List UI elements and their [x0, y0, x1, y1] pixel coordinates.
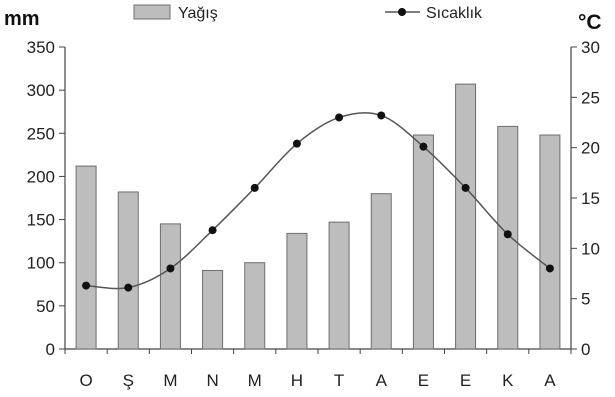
- temperature-point: [208, 226, 217, 235]
- temperature-point: [166, 264, 175, 273]
- precipitation-bar: [244, 262, 266, 350]
- left-axis-unit-label: mm: [4, 8, 40, 30]
- left-tick-label: 150: [27, 211, 55, 230]
- left-tick-label: 250: [27, 124, 55, 143]
- precipitation-bar: [455, 83, 477, 350]
- precipitation-bar: [202, 269, 224, 350]
- precipitation-bar: [117, 191, 139, 350]
- precipitation-bar: [539, 134, 561, 350]
- right-axis-ticks: 0 5 10 15 20 25 30: [571, 38, 600, 359]
- legend-label-line: Sıcaklık: [426, 5, 483, 22]
- legend-swatch-marker: [398, 8, 406, 16]
- category-label: E: [418, 371, 429, 390]
- precipitation-bar: [328, 221, 350, 350]
- temperature-point: [461, 183, 470, 192]
- right-tick-label: 0: [581, 340, 590, 359]
- left-tick-label: 300: [27, 81, 55, 100]
- temperature-point: [82, 281, 91, 290]
- right-tick-label: 5: [581, 290, 590, 309]
- right-tick-label: 15: [581, 189, 600, 208]
- precipitation-bar: [370, 193, 392, 350]
- category-label: E: [460, 371, 471, 390]
- left-tick-label: 100: [27, 254, 55, 273]
- right-tick-label: 30: [581, 38, 600, 57]
- category-label: M: [163, 371, 177, 390]
- right-axis-unit-label: °C: [578, 11, 602, 34]
- right-tick-label: 10: [581, 239, 600, 258]
- precipitation-bar: [159, 223, 181, 350]
- temperature-point: [335, 113, 344, 122]
- legend-label-bar: Yağış: [178, 5, 218, 22]
- x-axis-ticks: [64, 349, 572, 354]
- left-axis-ticks: 0 50 100 150 200 250 300 350: [27, 38, 65, 359]
- temperature-point: [377, 111, 386, 120]
- precipitation-bar: [286, 232, 308, 350]
- temperature-point: [503, 230, 512, 239]
- temperature-points: [82, 111, 554, 292]
- right-tick-label: 20: [581, 139, 600, 158]
- category-label: H: [291, 371, 303, 390]
- temperature-point: [545, 264, 554, 273]
- category-label: O: [79, 371, 92, 390]
- category-label: M: [248, 371, 262, 390]
- precipitation-bar: [412, 134, 434, 350]
- left-tick-label: 200: [27, 167, 55, 186]
- category-label: A: [376, 371, 388, 390]
- temperature-point: [292, 139, 301, 148]
- right-tick-label: 25: [581, 88, 600, 107]
- category-label: T: [334, 371, 344, 390]
- precipitation-bar: [75, 165, 97, 350]
- category-label: Ş: [123, 371, 134, 390]
- temperature-point: [250, 183, 259, 192]
- category-label: N: [206, 371, 218, 390]
- category-label: A: [544, 371, 556, 390]
- temperature-line: [86, 111, 551, 290]
- temperature-point: [124, 283, 133, 292]
- left-tick-label: 0: [46, 340, 55, 359]
- left-tick-label: 50: [36, 297, 55, 316]
- legend: Yağış Sıcaklık: [133, 4, 483, 22]
- legend-swatch-bar: [133, 4, 171, 20]
- left-tick-label: 350: [27, 38, 55, 57]
- temperature-point: [419, 142, 428, 151]
- precipitation-bars: [75, 83, 561, 350]
- category-label: K: [502, 371, 514, 390]
